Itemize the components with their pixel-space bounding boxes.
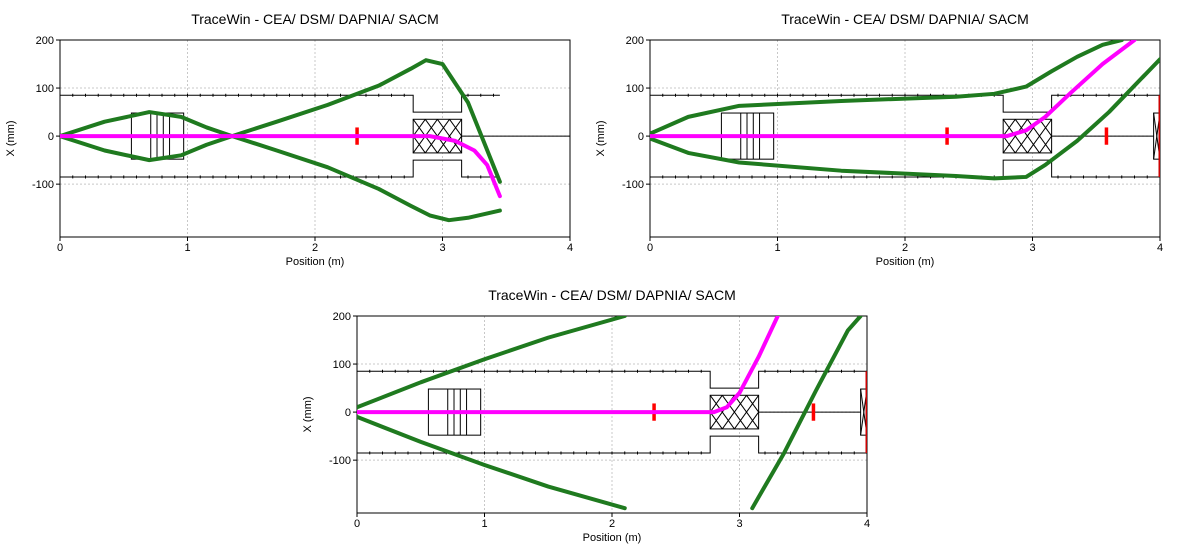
x-tick-label: 2 [902,242,908,254]
rfq-cross [412,118,426,137]
plot-area [60,58,570,223]
aperture-upper [357,370,867,389]
x-tick-label: 3 [736,518,742,530]
plot-area [357,316,867,511]
rfq-cross [424,118,438,137]
y-tick-label: 0 [48,131,54,143]
rfq-cross [1014,135,1028,154]
y-tick-label: 200 [36,35,54,47]
aperture-lower [60,159,500,178]
y-axis-label: X (mm) [5,120,17,156]
x-axis-label: Position (m) [286,256,345,268]
centroid-line [650,40,1137,139]
x-tick-label: 1 [184,242,190,254]
y-tick-label: 200 [626,35,644,47]
chart-svg: TraceWin - CEA/ DSM/ DAPNIA/ SACM 0 1 2 3 4 -1… [595,11,1163,268]
chart-title: TraceWin - CEA/ DSM/ DAPNIA/ SACM [191,11,439,27]
x-tick-label: 2 [609,518,615,530]
y-axis-label: X (mm) [595,120,607,156]
envelope-line [750,316,863,511]
chart-svg: TraceWin - CEA/ DSM/ DAPNIA/ SACM 0 1 2 3 4 -1… [5,11,573,268]
centroid-line [60,134,502,199]
x-tick-label: 0 [354,518,360,530]
plot-area [650,40,1160,181]
chart-title: TraceWin - CEA/ DSM/ DAPNIA/ SACM [488,287,736,303]
y-tick-label: 100 [36,83,54,95]
rfq-cross [709,394,723,413]
y-tick-label: 200 [333,311,351,323]
rfq-cross [1002,135,1016,154]
y-tick-label: 0 [345,407,351,419]
rfq-cross [449,135,463,154]
rfq-cross [436,118,450,137]
x-axis-label: Position (m) [583,532,642,544]
rfq-cross [412,135,426,154]
y-tick-label: 100 [626,83,644,95]
envelope-line [650,40,1124,136]
x-tick-label: 4 [1157,242,1163,254]
y-tick-label: 0 [638,131,644,143]
y-tick-label: -100 [329,455,351,467]
beam-envelope-chart-1: TraceWin - CEA/ DSM/ DAPNIA/ SACM 0 1 2 3 4 -1… [0,0,590,276]
centroid-line [357,316,780,415]
envelope-line [60,134,502,223]
envelope-line [650,57,1160,181]
beam-envelope-chart-2: TraceWin - CEA/ DSM/ DAPNIA/ SACM 0 1 2 3 4 -1… [590,0,1180,276]
chart-svg: TraceWin - CEA/ DSM/ DAPNIA/ SACM 0 1 2 3 4 -1… [302,287,870,544]
rfq-cross [449,118,463,137]
envelope-line [357,316,627,410]
x-tick-label: 0 [647,242,653,254]
beam-envelope-chart-3: TraceWin - CEA/ DSM/ DAPNIA/ SACM 0 1 2 3 4 -1… [297,276,887,552]
rfq-cross [1039,118,1053,137]
y-tick-label: -100 [622,179,644,191]
envelope-line [60,58,502,184]
rfq-cross [1002,118,1016,137]
x-tick-label: 3 [1029,242,1035,254]
rfq-cross [733,394,747,413]
rfq-cross [709,411,723,430]
x-tick-label: 4 [864,518,870,530]
y-axis-label: X (mm) [302,396,314,432]
rfq-cross [721,411,735,430]
rfq-cross [746,394,760,413]
x-tick-label: 3 [439,242,445,254]
x-tick-label: 0 [57,242,63,254]
x-tick-label: 2 [312,242,318,254]
y-tick-label: 100 [333,359,351,371]
x-tick-label: 1 [774,242,780,254]
rfq-cross [746,411,760,430]
y-tick-label: -100 [32,179,54,191]
envelope-line [357,414,627,511]
x-tick-label: 1 [481,518,487,530]
rfq-cross [1026,135,1040,154]
x-tick-label: 4 [567,242,573,254]
rfq-cross [1039,135,1053,154]
x-axis-label: Position (m) [876,256,935,268]
chart-title: TraceWin - CEA/ DSM/ DAPNIA/ SACM [781,11,1029,27]
aperture-upper [60,94,500,113]
rfq-cross [733,411,747,430]
aperture-lower [357,435,867,454]
